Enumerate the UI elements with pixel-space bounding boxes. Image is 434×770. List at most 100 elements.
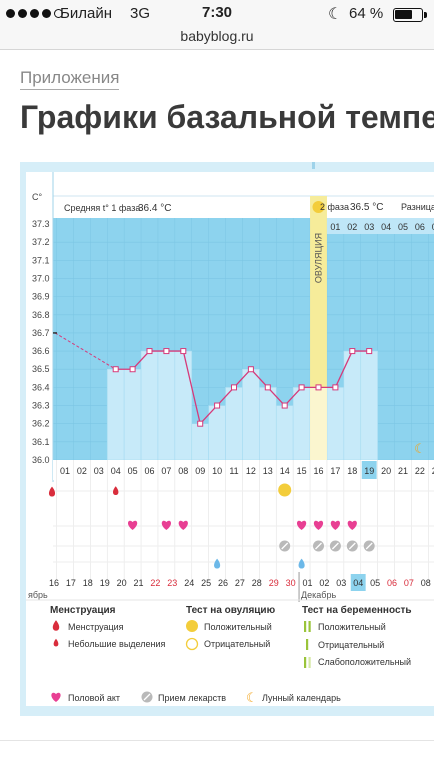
legend-ovulation-positive-icon (186, 620, 198, 632)
calendar-date: 20 (117, 578, 127, 588)
temperature-point (315, 384, 322, 391)
temperature-bar (343, 350, 362, 461)
calendar-date: 30 (286, 578, 296, 588)
y-tick-label: 36.8 (32, 310, 50, 320)
phase-header-bg (53, 196, 434, 218)
y-tick-label: 36.2 (32, 419, 50, 429)
cycle-day-number: 08 (178, 466, 188, 476)
legend-small-discharge-icon (53, 638, 59, 647)
temperature-bar (275, 405, 294, 461)
legend-medication-icon-stripe (143, 693, 151, 701)
legend-preg-negative: Отрицательный (318, 640, 384, 650)
phase1-value: 36.4 °C (138, 203, 171, 214)
legend-medication: Прием лекарств (158, 693, 226, 703)
temperature-bar (140, 350, 159, 461)
blue-drop-icon (214, 558, 221, 569)
temperature-bar (174, 350, 193, 461)
temperature-point (129, 366, 136, 373)
medication-icon-stripe (281, 542, 289, 550)
lunar-moon-icon: ☾ (414, 441, 426, 456)
ovulation-label: ОВУЛЯЦИЯ (314, 233, 324, 283)
intercourse-heart-icon (127, 520, 138, 530)
phase2-day-number: 02 (347, 222, 357, 232)
page-title: Графики базальной темпе (20, 99, 434, 135)
temperature-point (180, 348, 187, 355)
calendar-date: 17 (66, 578, 76, 588)
cycle-day-number: 14 (280, 466, 290, 476)
y-axis-unit: C° (32, 192, 42, 202)
legend-ovulation-negative-icon (185, 637, 199, 651)
temperature-bar (123, 368, 142, 461)
y-tick-label: 36.6 (32, 346, 50, 356)
intercourse-heart-icon (296, 520, 307, 530)
medication-icon-stripe (331, 542, 339, 550)
calendar-date: 06 (387, 578, 397, 588)
calendar-date: 23 (167, 578, 177, 588)
phase2-day-number: 04 (381, 222, 391, 232)
temperature-bar (292, 387, 311, 461)
temperature-bar (106, 368, 125, 461)
temperature-bar (157, 350, 176, 461)
ovulation-bar (310, 387, 327, 460)
phase2-day-number: 01 (330, 222, 340, 232)
temperature-point (247, 366, 254, 373)
legend-lunar-moon-icon: ☾ (246, 690, 258, 705)
legend-ovulation-positive: Положительный (204, 622, 272, 632)
phase2-day-number: 03 (364, 222, 374, 232)
bbt-chart: 37.3 37.2 37.1 37.0 36.9 36.8 36.7 36.6 36.5 36.4… (20, 162, 434, 716)
legend-small-discharge: Небольшие выделения (68, 639, 166, 649)
address-bar[interactable]: babyblog.ru (0, 28, 434, 50)
cycle-day-number: 05 (128, 466, 138, 476)
scroll-handle (312, 162, 315, 169)
calendar-date: 29 (269, 578, 279, 588)
breadcrumb-section-link[interactable]: Приложения (20, 68, 120, 90)
legend-preg-positive-icon (304, 621, 307, 632)
divider (0, 740, 434, 741)
legend-preg-weak-icon (304, 657, 307, 668)
y-tick-label: 36.1 (32, 437, 50, 447)
y-tick-label: 37.0 (32, 273, 50, 283)
cycle-day-number: 03 (94, 466, 104, 476)
cycle-day-number: 21 (398, 466, 408, 476)
calendar-date: 25 (201, 578, 211, 588)
calendar-date: 02 (319, 578, 329, 588)
cycle-day-number: 04 (111, 466, 121, 476)
do-not-disturb-moon-icon: ☾ (328, 6, 343, 23)
ovulation-test-positive-icon (278, 483, 292, 497)
phase2-days-bg (326, 218, 434, 234)
legend-intercourse-icon (51, 692, 61, 702)
temperature-point (264, 384, 271, 391)
cycle-day-number: 22 (415, 466, 425, 476)
cycle-day-number: 02 (77, 466, 87, 476)
calendar-date: 28 (252, 578, 262, 588)
y-tick-label: 36.7 (32, 328, 50, 338)
network-type: 3G (130, 5, 151, 22)
intercourse-heart-icon (347, 520, 357, 530)
temperature-point (146, 348, 153, 355)
cycle-day-number: 06 (144, 466, 154, 476)
temperature-line (115, 350, 370, 426)
clock: 7:30 (201, 4, 233, 21)
legend-ovulation-negative: Отрицательный (204, 639, 270, 649)
cycle-day-number: 11 (229, 466, 238, 476)
calendar-date: 21 (133, 578, 143, 588)
temperature-point (298, 384, 305, 391)
blue-drop-icon (298, 558, 305, 569)
phase2-day-number: 07 (432, 222, 434, 232)
legend-preg-weak-icon-2 (308, 657, 311, 668)
calendar-date: 07 (404, 578, 414, 588)
legend-preg-positive: Положительный (318, 622, 386, 632)
status-bar: Билайн 3G 7:30 ☾ 64 % (0, 0, 434, 28)
y-tick-label: 36.3 (32, 401, 50, 411)
y-tick-label: 36.5 (32, 364, 50, 374)
temperature-bar (225, 387, 243, 461)
ovulation-sun-icon (312, 201, 325, 213)
legend-intercourse: Половой акт (68, 693, 120, 703)
cycle-day-number: 16 (313, 466, 323, 476)
legend-preg-positive-icon-2 (308, 621, 311, 632)
legend-preg-negative-icon (306, 639, 309, 650)
legend-pregnancy-test-title: Тест на беременность (302, 604, 412, 616)
signal-strength-icon (6, 9, 63, 18)
menstruation-drop-icon (48, 486, 56, 497)
cycle-day-number: 10 (212, 466, 222, 476)
